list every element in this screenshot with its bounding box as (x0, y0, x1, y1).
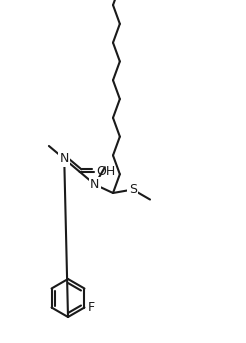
Text: OH: OH (96, 165, 116, 178)
Text: F: F (88, 301, 94, 314)
Text: N: N (90, 178, 100, 191)
Text: N: N (60, 152, 69, 165)
Text: S: S (129, 183, 137, 196)
